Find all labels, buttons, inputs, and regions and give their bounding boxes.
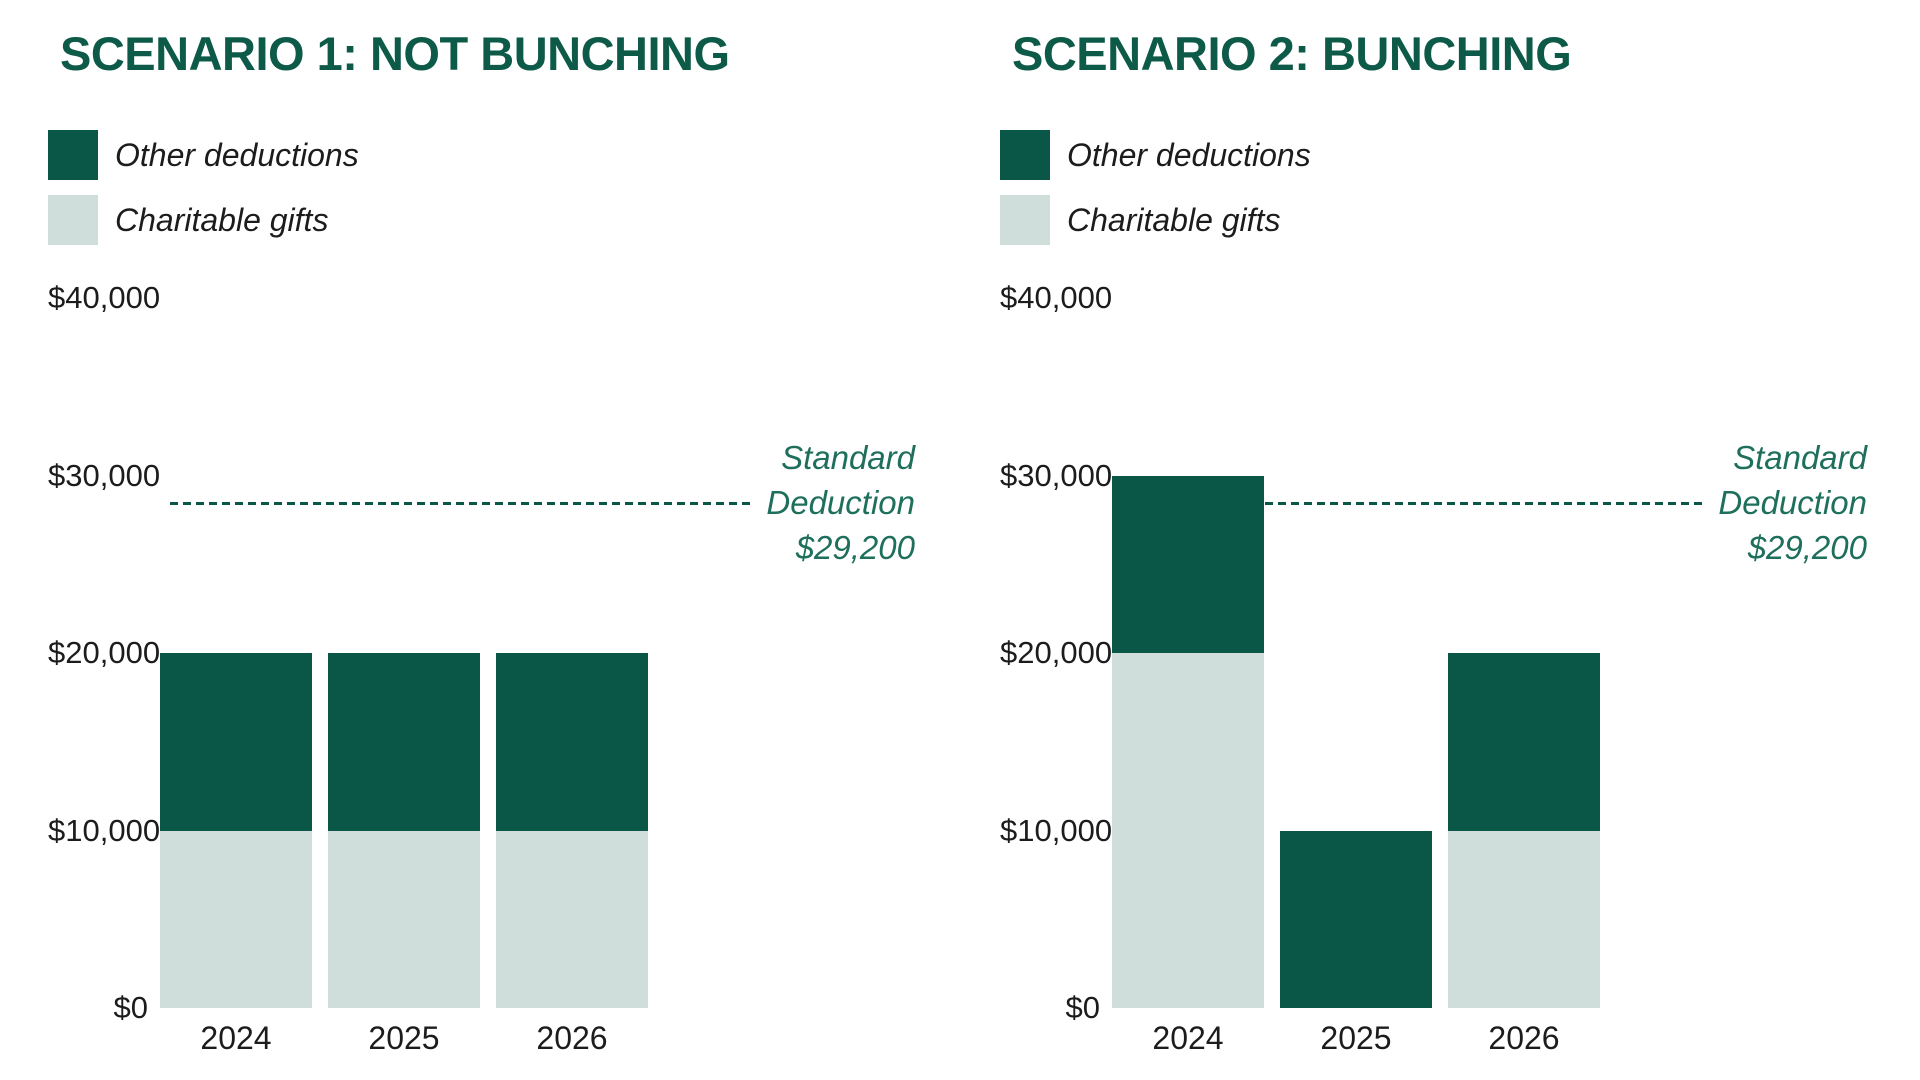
bar-segment-charitable-gifts (328, 830, 480, 1008)
y-axis-tick-label: $10,000 (48, 812, 161, 848)
x-axis-tick-label: 2026 (536, 1020, 608, 1056)
stacked-bar (1280, 830, 1432, 1008)
legend-item-charitable-gifts: Charitable gifts (1000, 195, 1280, 245)
standard-deduction-label: Standard Deduction $29,200 (766, 435, 915, 570)
standard-deduction-label-line: Deduction (1718, 484, 1867, 521)
x-axis-tick-label: 2024 (200, 1020, 272, 1056)
x-axis-tick-label: 2024 (1152, 1020, 1224, 1056)
scenario-2-chart: SCENARIO 2: BUNCHING Other deductions Ch… (1000, 25, 1915, 1075)
y-axis-tick-label: $20,000 (1000, 635, 1113, 670)
x-axis-tick-label: 2025 (368, 1020, 440, 1056)
legend-label: Charitable gifts (115, 201, 329, 238)
standard-deduction-label-line: Deduction (766, 484, 915, 521)
bar-chart: $40,000 $30,000 $20,000 $10,000 $0 2024 2025 20… (48, 25, 963, 1075)
legend-item-charitable-gifts: Charitable gifts (48, 195, 328, 245)
stacked-bar (1112, 475, 1264, 1008)
y-axis-tick-label: $30,000 (48, 457, 161, 493)
legend-swatch-other-deductions (1000, 130, 1050, 180)
legend-swatch-charitable-gifts (1000, 195, 1050, 245)
legend-item-other-deductions: Other deductions (48, 130, 359, 180)
legend-label: Other deductions (115, 136, 359, 173)
bar-segment-charitable-gifts (160, 830, 312, 1008)
standard-deduction-label-line: Standard (1733, 439, 1867, 476)
x-axis-tick-label: 2026 (1488, 1020, 1560, 1056)
legend-item-other-deductions: Other deductions (1000, 130, 1311, 180)
legend-swatch-charitable-gifts (48, 195, 98, 245)
scenario-1-chart: SCENARIO 1: NOT BUNCHING Other deduction… (48, 25, 963, 1075)
stacked-bar (328, 653, 480, 1008)
bar-segment-other-deductions (1112, 475, 1264, 653)
legend-label: Charitable gifts (1067, 201, 1281, 238)
standard-deduction-label-line: $29,200 (1747, 529, 1867, 566)
standard-deduction-line (1122, 502, 1702, 506)
bar-segment-charitable-gifts (496, 830, 648, 1008)
bar-segment-other-deductions (328, 653, 480, 831)
standard-deduction-label: Standard Deduction $29,200 (1718, 435, 1867, 570)
bar-segment-charitable-gifts (1112, 653, 1264, 1008)
stacked-bar (1448, 653, 1600, 1008)
y-axis-tick-label: $40,000 (1000, 280, 1113, 315)
chart-title: SCENARIO 2: BUNCHING (1012, 27, 1572, 80)
standard-deduction-label-line: Standard (781, 439, 915, 476)
y-axis-tick-label: $30,000 (1000, 457, 1113, 493)
y-axis-tick-label: $10,000 (1000, 812, 1113, 848)
chart-title: SCENARIO 1: NOT BUNCHING (60, 27, 730, 80)
bar-segment-other-deductions (160, 653, 312, 831)
bar-chart: $40,000 $30,000 $20,000 $10,000 $0 2024 2025 20… (1000, 25, 1915, 1075)
y-axis-tick-label: $0 (113, 990, 148, 1025)
x-axis-tick-label: 2025 (1320, 1020, 1392, 1056)
stacked-bar (160, 653, 312, 1008)
bar-segment-charitable-gifts (1448, 830, 1600, 1008)
y-axis-tick-label: $0 (1065, 990, 1100, 1025)
bar-segment-other-deductions (1448, 653, 1600, 831)
bar-segment-other-deductions (496, 653, 648, 831)
bar-segment-other-deductions (1280, 830, 1432, 1008)
legend-swatch-other-deductions (48, 130, 98, 180)
y-axis-tick-label: $40,000 (48, 280, 161, 315)
y-axis-tick-label: $20,000 (48, 635, 161, 670)
legend-label: Other deductions (1067, 136, 1311, 173)
standard-deduction-label-line: $29,200 (795, 529, 915, 566)
stacked-bar (496, 653, 648, 1008)
standard-deduction-line (170, 502, 750, 506)
